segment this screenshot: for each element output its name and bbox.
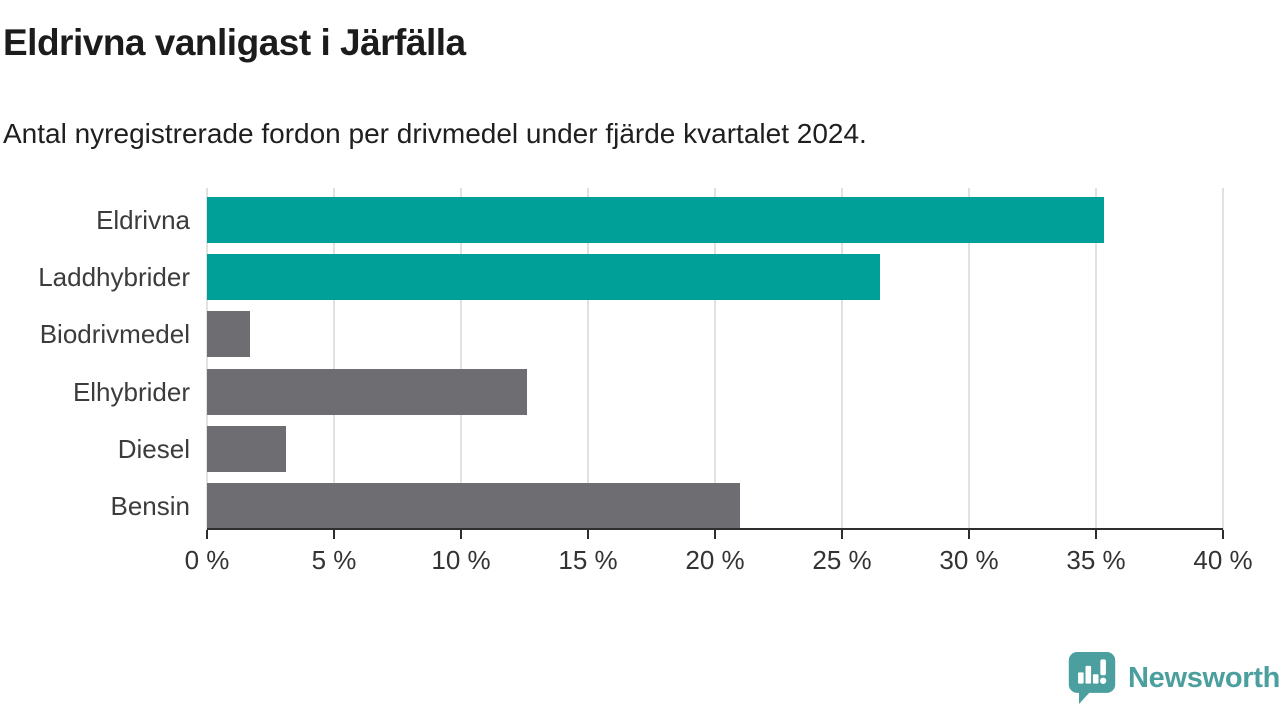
y-axis-labels: Eldrivna Laddhybrider Biodrivmedel Elhybrid… xyxy=(0,188,190,530)
category-label: Bensin xyxy=(110,491,191,521)
gridline xyxy=(968,188,970,530)
x-tick-label: 15 % xyxy=(558,545,618,575)
x-axis-tick xyxy=(968,530,970,539)
chart-subtitle: Antal nyregistrerade fordon per drivmede… xyxy=(3,118,867,149)
x-tick-label: 0 % xyxy=(184,545,230,575)
x-axis-line xyxy=(207,528,1223,530)
x-axis-tick xyxy=(1095,530,1097,539)
category-label: Diesel xyxy=(117,433,190,464)
gridline xyxy=(841,188,843,530)
gridline xyxy=(1222,188,1224,530)
bar-chart: Eldrivna Laddhybrider Biodrivmedel Elhybrid… xyxy=(0,188,1280,588)
x-tick-label: 25 % xyxy=(812,545,872,575)
x-axis-tick xyxy=(714,530,716,539)
x-axis-tick xyxy=(206,530,208,539)
newsworthy-logo-icon xyxy=(1066,650,1118,706)
x-axis-tick xyxy=(841,530,843,539)
bar-elhybrider xyxy=(207,368,528,415)
bar-diesel xyxy=(207,425,286,472)
category-label: Eldrivna xyxy=(96,205,190,235)
gridline xyxy=(333,188,335,530)
x-tick-label: 20 % xyxy=(685,545,745,575)
x-tick-label: 40 % xyxy=(1193,545,1253,575)
chart-title: Eldrivna vanligast i Järfälla xyxy=(3,22,466,63)
gridline xyxy=(587,188,589,530)
category-label: Laddhybrider xyxy=(38,262,190,293)
gridline xyxy=(714,188,716,530)
bar-bensin xyxy=(207,483,741,529)
x-tick-label: 35 % xyxy=(1066,545,1126,575)
x-tick-label: 10 % xyxy=(431,545,491,575)
gridline xyxy=(206,188,208,530)
x-axis-tick xyxy=(587,530,589,539)
x-tick-label: 5 % xyxy=(311,545,357,575)
gridline xyxy=(1095,188,1097,530)
x-axis-tick xyxy=(460,530,462,539)
newsworthy-logo[interactable]: Newsworthy xyxy=(1066,648,1280,708)
category-label: Elhybrider xyxy=(72,376,190,407)
newsworthy-logo-text: Newsworthy xyxy=(1128,661,1280,694)
gridline xyxy=(460,188,462,530)
bar-biodrivmedel xyxy=(207,311,251,358)
x-axis-tick xyxy=(1222,530,1224,539)
bar-laddhybrider xyxy=(207,254,881,301)
bar-eldrivna xyxy=(207,197,1104,243)
x-axis-tick xyxy=(333,530,335,539)
category-label: Biodrivmedel xyxy=(39,319,190,350)
x-tick-label: 30 % xyxy=(939,545,999,575)
plot-area: 0 % 5 % 10 % 15 % 20 % 25 % 30 % 35 % 40 % xyxy=(185,188,1253,588)
